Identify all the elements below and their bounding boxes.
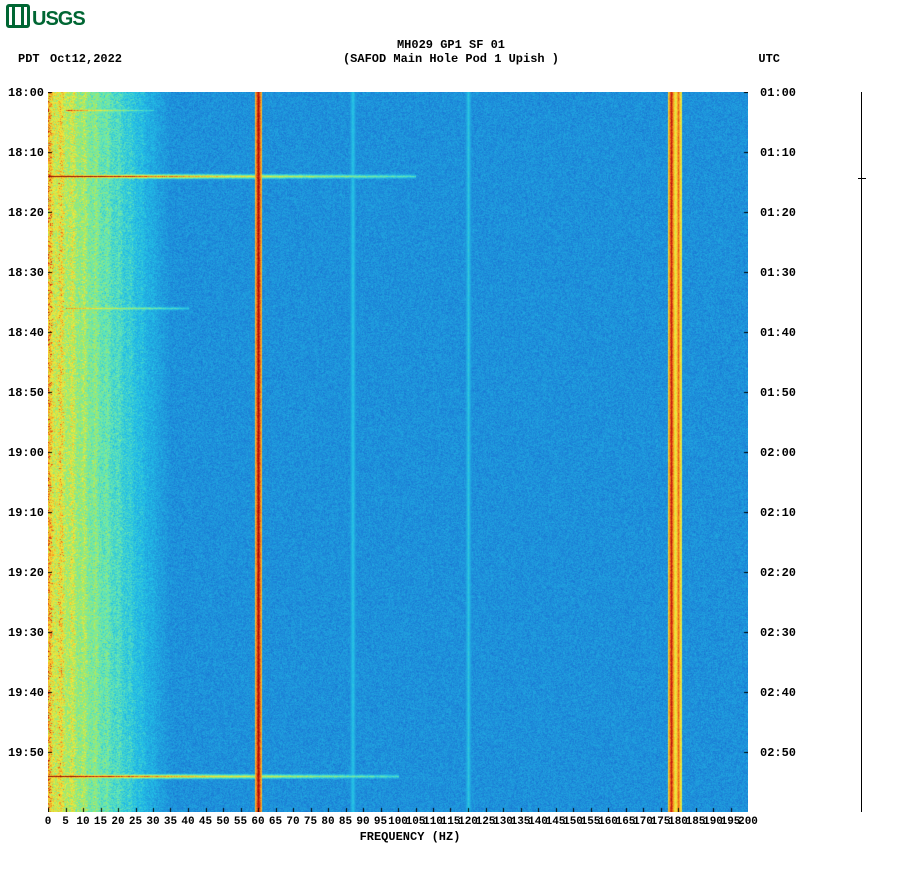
- ytick-right: 01:50: [760, 386, 810, 400]
- colorbar-axis: [861, 92, 862, 812]
- usgs-logo: USGS: [6, 4, 85, 31]
- ytick-right: 02:30: [760, 626, 810, 640]
- x-axis-label: FREQUENCY (HZ): [0, 830, 820, 844]
- ytick-left: 18:30: [8, 266, 46, 280]
- chart-title: MH029 GP1 SF 01: [0, 38, 902, 52]
- spectrogram-plot: [48, 92, 748, 812]
- date-label: Oct12,2022: [50, 52, 122, 66]
- ytick-right: 02:40: [760, 686, 810, 700]
- ytick-right: 01:10: [760, 146, 810, 160]
- usgs-logo-text: USGS: [32, 8, 85, 30]
- timezone-right-label: UTC: [758, 52, 780, 66]
- spectrogram-canvas: [48, 92, 748, 812]
- ytick-right: 02:50: [760, 746, 810, 760]
- ytick-left: 18:40: [8, 326, 46, 340]
- ytick-left: 19:40: [8, 686, 46, 700]
- ytick-right: 02:10: [760, 506, 810, 520]
- ytick-right: 01:40: [760, 326, 810, 340]
- ytick-right: 01:20: [760, 206, 810, 220]
- usgs-logo-icon: [6, 4, 30, 28]
- xtick: 200: [734, 816, 762, 828]
- ytick-left: 18:00: [8, 86, 46, 100]
- ytick-right: 02:00: [760, 446, 810, 460]
- ytick-left: 19:30: [8, 626, 46, 640]
- ytick-left: 19:10: [8, 506, 46, 520]
- timezone-left-label: PDT: [18, 52, 40, 66]
- ytick-left: 19:50: [8, 746, 46, 760]
- ytick-right: 01:00: [760, 86, 810, 100]
- ytick-left: 18:10: [8, 146, 46, 160]
- ytick-left: 19:00: [8, 446, 46, 460]
- colorbar-tick: [858, 178, 866, 179]
- ytick-left: 18:20: [8, 206, 46, 220]
- ytick-left: 19:20: [8, 566, 46, 580]
- ytick-right: 01:30: [760, 266, 810, 280]
- ytick-left: 18:50: [8, 386, 46, 400]
- ytick-right: 02:20: [760, 566, 810, 580]
